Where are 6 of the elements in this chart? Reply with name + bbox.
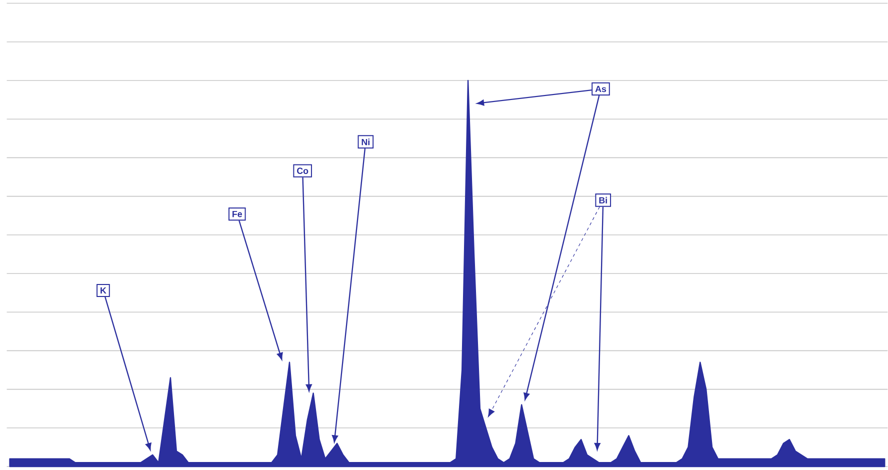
annotation: Co [297, 168, 308, 174]
annotation: Ni [362, 138, 370, 146]
annotation: As [595, 86, 606, 92]
annotation: Fe [232, 211, 242, 218]
annotation: K [100, 288, 106, 294]
annotation: Bi [599, 197, 607, 204]
